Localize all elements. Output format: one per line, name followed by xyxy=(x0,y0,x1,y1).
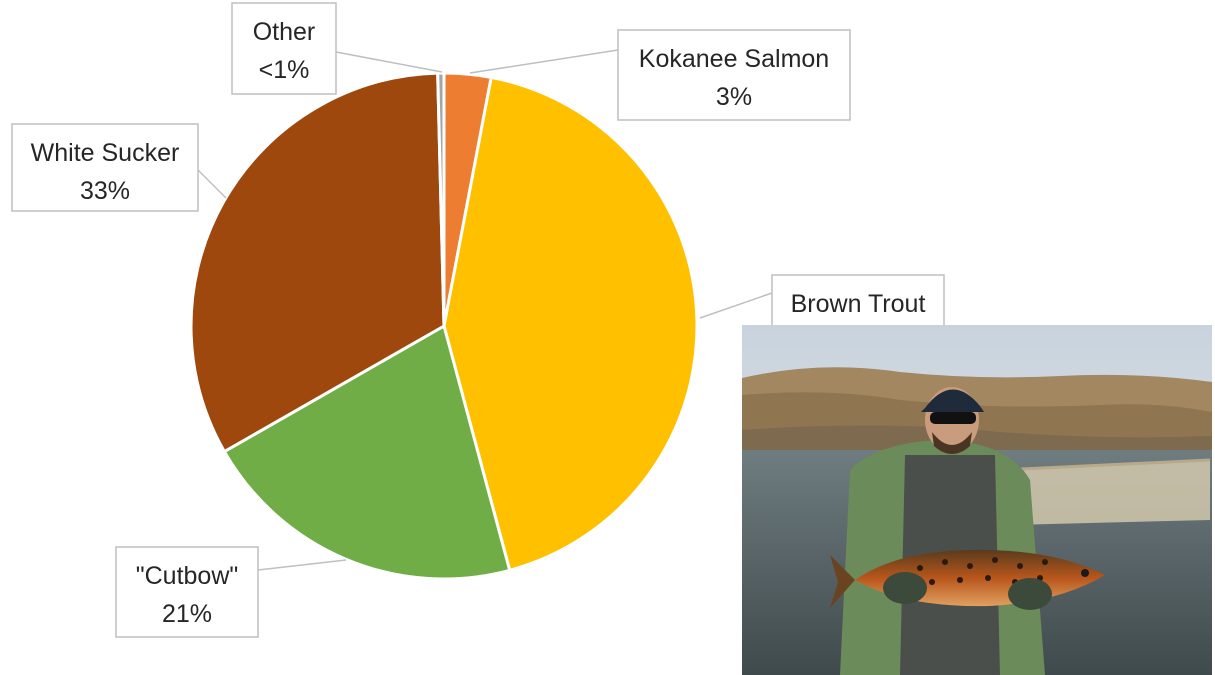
slice-name-label: "Cutbow" xyxy=(136,562,239,590)
slice-percent-label: 21% xyxy=(162,600,212,628)
leader-line xyxy=(335,51,443,73)
data-label-callout: White Sucker 33% xyxy=(11,123,199,212)
slice-name-label: Other xyxy=(253,18,316,46)
callout-box xyxy=(115,546,259,638)
slice-percent-label: 3% xyxy=(716,83,752,111)
leader-line xyxy=(699,292,773,319)
data-label-callout: "Cutbow" 21% xyxy=(115,546,259,638)
callout-box xyxy=(617,29,851,121)
slice-name-label: Brown Trout xyxy=(791,290,926,318)
callout-box xyxy=(11,123,199,212)
slice-percent-label: <1% xyxy=(259,56,310,84)
leader-line xyxy=(197,169,227,199)
pie-slice-cutbow xyxy=(222,324,512,581)
slice-name-label: White Sucker xyxy=(31,139,180,167)
leader-line xyxy=(257,559,347,571)
slice-name-label: Kokanee Salmon xyxy=(639,45,829,73)
leader-line xyxy=(469,49,619,74)
pie-slice-other xyxy=(436,71,446,328)
pie-slice-white-sucker xyxy=(189,71,446,454)
data-label-callout: Other <1% xyxy=(231,2,337,95)
angler-holding-brown-trout-photo xyxy=(742,325,1212,675)
pie-slice-brown-trout xyxy=(442,75,699,572)
slice-percent-label: 33% xyxy=(80,177,130,205)
data-label-callout: Kokanee Salmon 3% xyxy=(617,29,851,121)
pie-slices xyxy=(189,71,699,581)
callout-box xyxy=(231,2,337,95)
leader-lines xyxy=(197,49,773,571)
